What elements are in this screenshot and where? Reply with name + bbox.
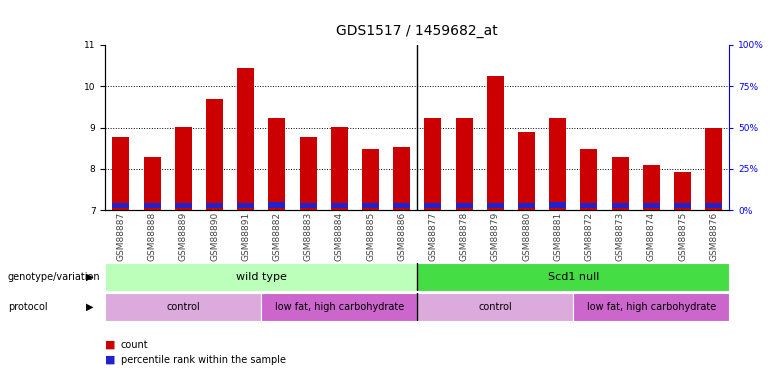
Text: genotype/variation: genotype/variation [8,272,101,282]
Bar [580,203,597,208]
Bar [362,149,379,210]
Text: low fat, high carbohydrate: low fat, high carbohydrate [275,302,404,312]
Text: ▶: ▶ [86,272,94,282]
Bar [674,203,691,208]
Bar [300,136,317,210]
Bar [487,203,504,208]
Bar [237,68,254,210]
Bar [580,149,597,210]
Bar [456,203,473,208]
Bar [206,203,223,208]
Bar [331,127,348,210]
Bar [643,203,660,208]
Bar [417,292,573,321]
Bar [175,127,192,210]
Bar [549,118,566,210]
Bar [518,203,535,208]
Bar [105,262,417,291]
Bar [424,118,441,210]
Bar [417,262,729,291]
Bar [424,203,441,208]
Bar [362,203,379,208]
Bar [705,128,722,210]
Bar [300,203,317,208]
Bar [518,132,535,210]
Bar [612,203,629,208]
Bar [487,76,504,210]
Text: Scd1 null: Scd1 null [548,272,599,282]
Bar [144,203,161,208]
Bar [261,292,417,321]
Bar [331,203,348,208]
Bar [268,202,285,208]
Bar [144,157,161,210]
Text: ■: ■ [105,340,115,350]
Bar [175,203,192,208]
Bar [612,157,629,210]
Bar [456,118,473,210]
Bar [643,165,660,210]
Bar [237,203,254,208]
Text: ▶: ▶ [86,302,94,312]
Bar [393,203,410,208]
Text: low fat, high carbohydrate: low fat, high carbohydrate [587,302,716,312]
Text: control: control [478,302,512,312]
Bar [573,292,729,321]
Text: wild type: wild type [236,272,287,282]
Bar [549,202,566,208]
Bar [705,203,722,208]
Text: percentile rank within the sample: percentile rank within the sample [121,355,286,365]
Text: GDS1517 / 1459682_at: GDS1517 / 1459682_at [336,24,498,38]
Text: count: count [121,340,148,350]
Bar [268,118,285,210]
Bar [112,136,129,210]
Text: control: control [166,302,200,312]
Bar [393,147,410,210]
Bar [105,292,261,321]
Text: protocol: protocol [8,302,48,312]
Bar [206,99,223,210]
Text: ■: ■ [105,355,115,365]
Bar [674,172,691,210]
Bar [112,203,129,208]
